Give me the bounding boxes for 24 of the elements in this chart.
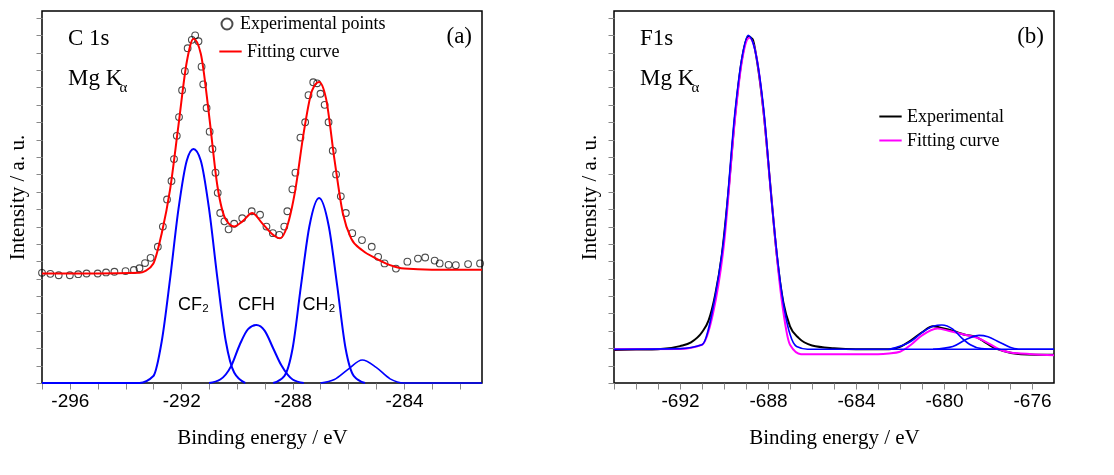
x-tick-label: -292: [162, 389, 201, 411]
x-tick-label: -684: [837, 389, 876, 411]
x-tick-label: -296: [51, 389, 90, 411]
x-axis-title: Binding energy / eV: [749, 424, 920, 449]
annotation: C 1s: [68, 25, 110, 50]
series-label: CFH: [237, 293, 275, 314]
x-tick-label: -676: [1013, 389, 1052, 411]
legend-label: Experimental points: [240, 13, 386, 33]
x-tick-label: -288: [274, 389, 313, 411]
chart-title: (b): [1017, 23, 1044, 48]
legend-label: Fitting curve: [247, 40, 340, 61]
x-tick-label: -284: [385, 389, 424, 411]
series-label: CF₂: [178, 293, 209, 314]
legend-label: Fitting curve: [907, 129, 1000, 150]
x-axis-title: Binding energy / eV: [177, 424, 348, 449]
legend-label: Experimental: [907, 105, 1004, 126]
x-tick-label: -688: [749, 389, 788, 411]
x-tick-label: -692: [661, 389, 700, 411]
annotation: F1s: [640, 25, 674, 50]
chart-title: (a): [446, 23, 472, 48]
x-tick-label: -680: [925, 389, 964, 411]
series-label: CH₂: [302, 293, 336, 314]
y-axis-title: Intensity / a. u.: [577, 134, 601, 261]
y-axis-title: Intensity / a. u.: [5, 134, 29, 261]
